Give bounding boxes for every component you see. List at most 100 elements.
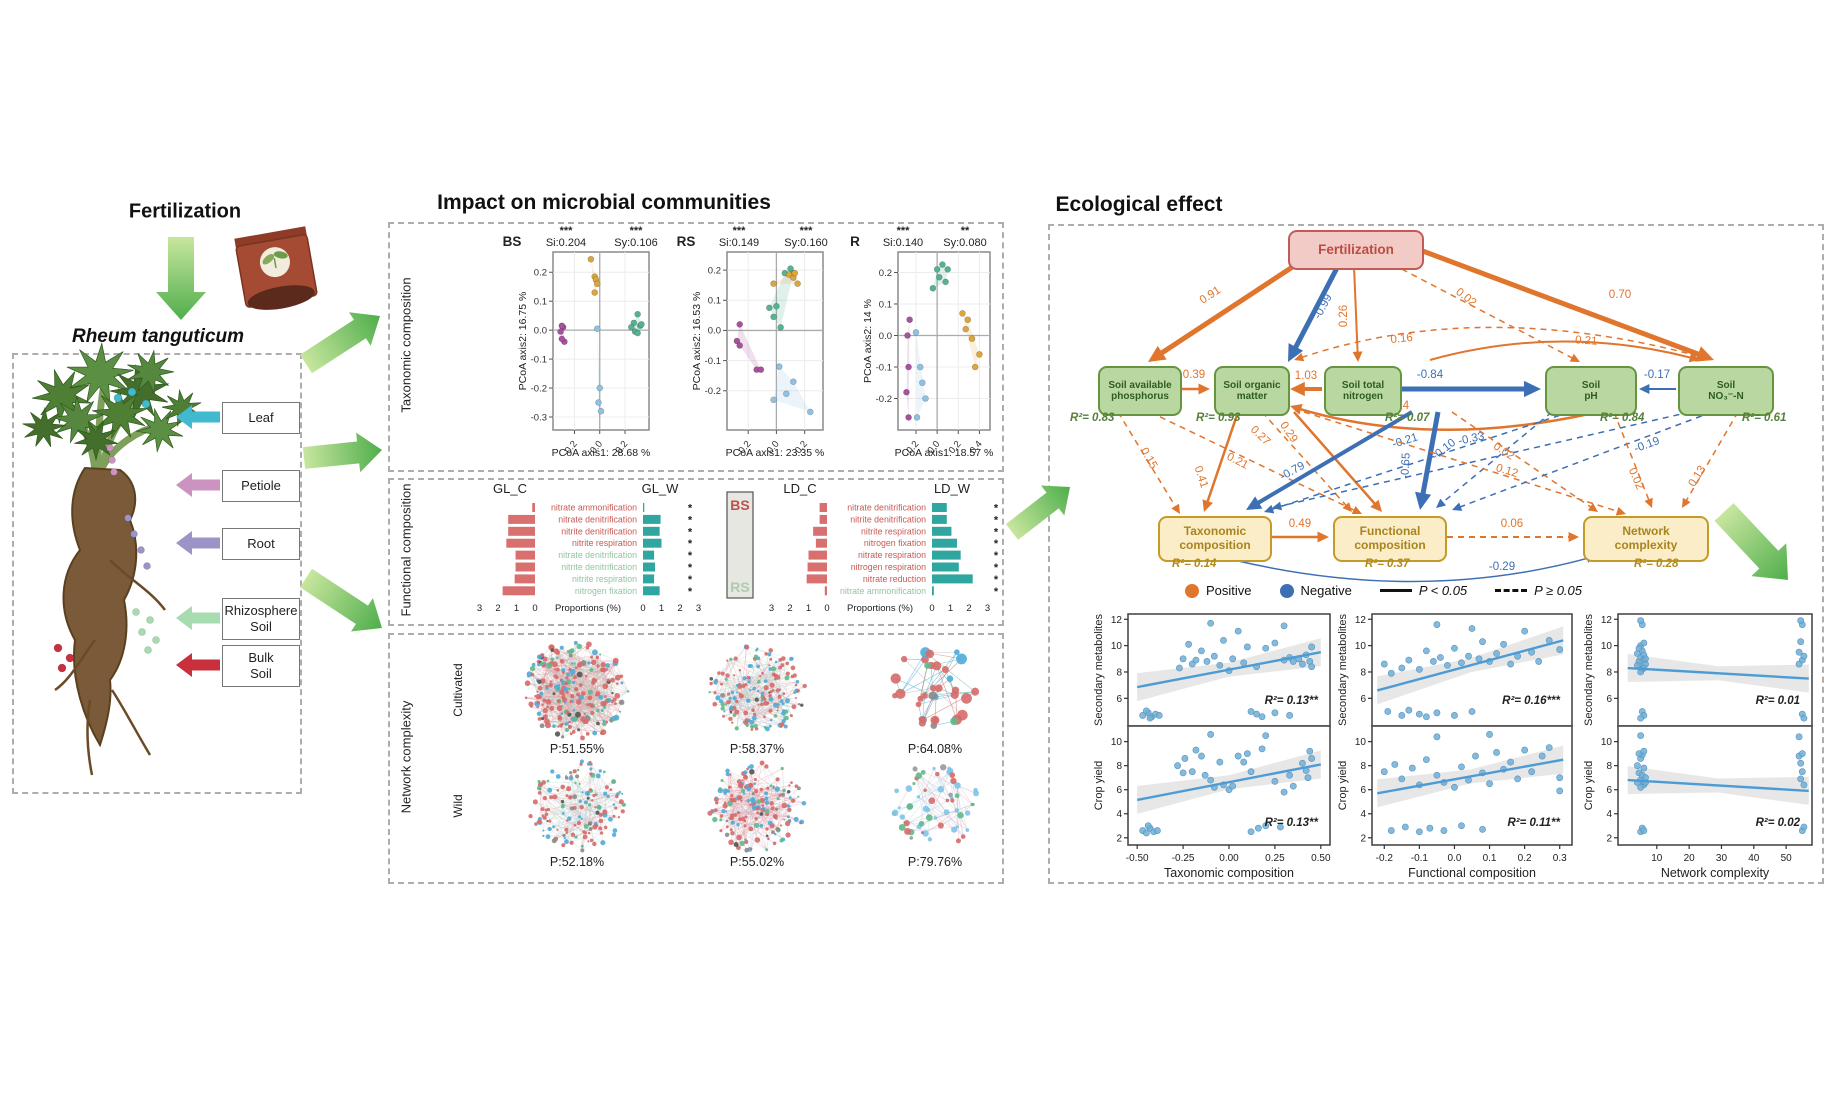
wild-row-label: Wild	[451, 794, 465, 818]
bar	[932, 586, 934, 596]
svg-text:P:58.37%: P:58.37%	[730, 742, 784, 756]
svg-text:40: 40	[1748, 853, 1760, 864]
svg-text:-0.1: -0.1	[1411, 853, 1429, 864]
svg-text:10: 10	[1651, 853, 1663, 864]
svg-text:3: 3	[696, 603, 701, 614]
sem-box-ph: Soil pH	[1545, 366, 1637, 416]
sample-label-bulk: Bulk Soil	[222, 645, 300, 687]
network-diagram	[891, 764, 980, 844]
bar	[515, 550, 535, 560]
svg-text:0.1: 0.1	[534, 297, 547, 308]
cultivated-row-label: Cultivated	[451, 663, 465, 717]
svg-text:0.26: 0.26	[1338, 305, 1350, 327]
sem-path	[1300, 326, 1699, 359]
svg-text:0.25: 0.25	[1265, 853, 1285, 864]
svg-text:-0.65: -0.65	[1399, 452, 1412, 479]
bar	[932, 550, 961, 560]
svg-text:R²= 0.02: R²= 0.02	[1756, 817, 1801, 829]
svg-text:nitrate denitrification: nitrate denitrification	[558, 550, 637, 560]
svg-text:10: 10	[1601, 737, 1613, 748]
svg-text:10: 10	[1355, 641, 1367, 652]
svg-text:P:55.02%: P:55.02%	[730, 855, 784, 869]
svg-text:-0.84: -0.84	[1417, 369, 1444, 381]
svg-text:nitrite denitrification: nitrite denitrification	[850, 514, 926, 524]
svg-text:Secondary metabolites: Secondary metabolites	[1337, 614, 1349, 726]
svg-text:*: *	[994, 586, 999, 598]
bar	[643, 562, 656, 572]
negative-label: Negative	[1300, 583, 1352, 598]
sem-path	[1429, 340, 1693, 361]
r2-taxo: R²= 0.14	[1172, 558, 1217, 570]
green-flow-arrow	[300, 568, 382, 632]
svg-text:RS: RS	[677, 234, 696, 249]
svg-text:0.12: 0.12	[1494, 462, 1519, 480]
svg-text:*: *	[994, 550, 999, 562]
sample-label-petiole: Petiole	[222, 470, 300, 502]
svg-text:0.41: 0.41	[1192, 465, 1210, 490]
bar	[508, 526, 535, 536]
svg-text:0.3: 0.3	[1553, 853, 1567, 864]
svg-text:3: 3	[769, 603, 774, 614]
svg-text:-0.1: -0.1	[876, 362, 892, 373]
svg-text:P:79.76%: P:79.76%	[908, 855, 962, 869]
sem-box-net: Network complexity	[1583, 516, 1709, 562]
network-diagram	[890, 647, 980, 729]
svg-text:-0.79: -0.79	[1278, 460, 1307, 483]
svg-text:0.06: 0.06	[1501, 518, 1523, 530]
svg-text:**: **	[961, 225, 970, 237]
svg-text:*: *	[688, 562, 693, 574]
network-diagram	[524, 640, 630, 741]
sem-path	[1157, 259, 1302, 357]
svg-text:8: 8	[1606, 761, 1612, 772]
svg-text:R²= 0.11**: R²= 0.11**	[1507, 817, 1560, 829]
sem-path	[1303, 411, 1620, 513]
svg-text:2: 2	[966, 603, 971, 614]
r2-sap: R²= 0.83	[1070, 412, 1115, 424]
svg-text:-0.3: -0.3	[531, 412, 547, 423]
svg-text:10: 10	[1355, 737, 1367, 748]
svg-text:4: 4	[1360, 809, 1366, 820]
svg-text:1: 1	[514, 603, 519, 614]
svg-text:*: *	[994, 538, 999, 550]
svg-text:Sy:0.080: Sy:0.080	[943, 237, 986, 249]
bar	[643, 503, 645, 512]
svg-text:PCoA axis1: 23.35 %: PCoA axis1: 23.35 %	[726, 447, 825, 459]
sample-arrow-icon	[176, 653, 220, 677]
svg-text:2: 2	[1116, 833, 1122, 844]
sig-label: P < 0.05	[1418, 583, 1468, 598]
svg-text:-0.19: -0.19	[1633, 435, 1662, 455]
svg-text:6: 6	[1360, 694, 1366, 705]
svg-text:2: 2	[1606, 833, 1612, 844]
svg-text:0.49: 0.49	[1289, 518, 1311, 530]
bar	[932, 514, 947, 524]
svg-text:-0.2: -0.2	[705, 386, 721, 397]
svg-text:0: 0	[532, 603, 537, 614]
bar	[932, 503, 947, 512]
svg-text:0.13: 0.13	[1686, 464, 1708, 489]
svg-text:1: 1	[806, 603, 811, 614]
svg-text:0.0: 0.0	[708, 326, 721, 337]
green-flow-arrow	[1005, 485, 1070, 540]
svg-text:*: *	[688, 503, 693, 515]
sample-arrow-icon	[176, 473, 220, 497]
svg-text:R²= 0.13**: R²= 0.13**	[1265, 695, 1319, 707]
svg-text:*: *	[688, 526, 693, 538]
svg-text:P:51.55%: P:51.55%	[550, 742, 604, 756]
svg-text:nitrogen respiration: nitrogen respiration	[851, 562, 926, 572]
svg-text:10: 10	[1111, 641, 1123, 652]
svg-text:10: 10	[1601, 641, 1613, 652]
svg-text:3: 3	[477, 603, 482, 614]
svg-text:6: 6	[1116, 694, 1122, 705]
plant-illustration	[22, 342, 202, 776]
svg-text:***: ***	[630, 225, 644, 237]
svg-text:-0.33: -0.33	[1457, 430, 1485, 447]
sem-box-no3: Soil NO₃⁻-N	[1678, 366, 1774, 416]
svg-text:PCoA axis1: 28.68 %: PCoA axis1: 28.68 %	[552, 447, 651, 459]
svg-text:0.21: 0.21	[1575, 334, 1598, 348]
bar	[643, 538, 662, 548]
positive-label: Positive	[1206, 583, 1252, 598]
sem-path	[1205, 411, 1240, 504]
sem-box-stn: Soil total nitrogen	[1324, 366, 1402, 416]
svg-text:0.2: 0.2	[1518, 853, 1532, 864]
svg-text:Crop yield: Crop yield	[1093, 761, 1105, 811]
